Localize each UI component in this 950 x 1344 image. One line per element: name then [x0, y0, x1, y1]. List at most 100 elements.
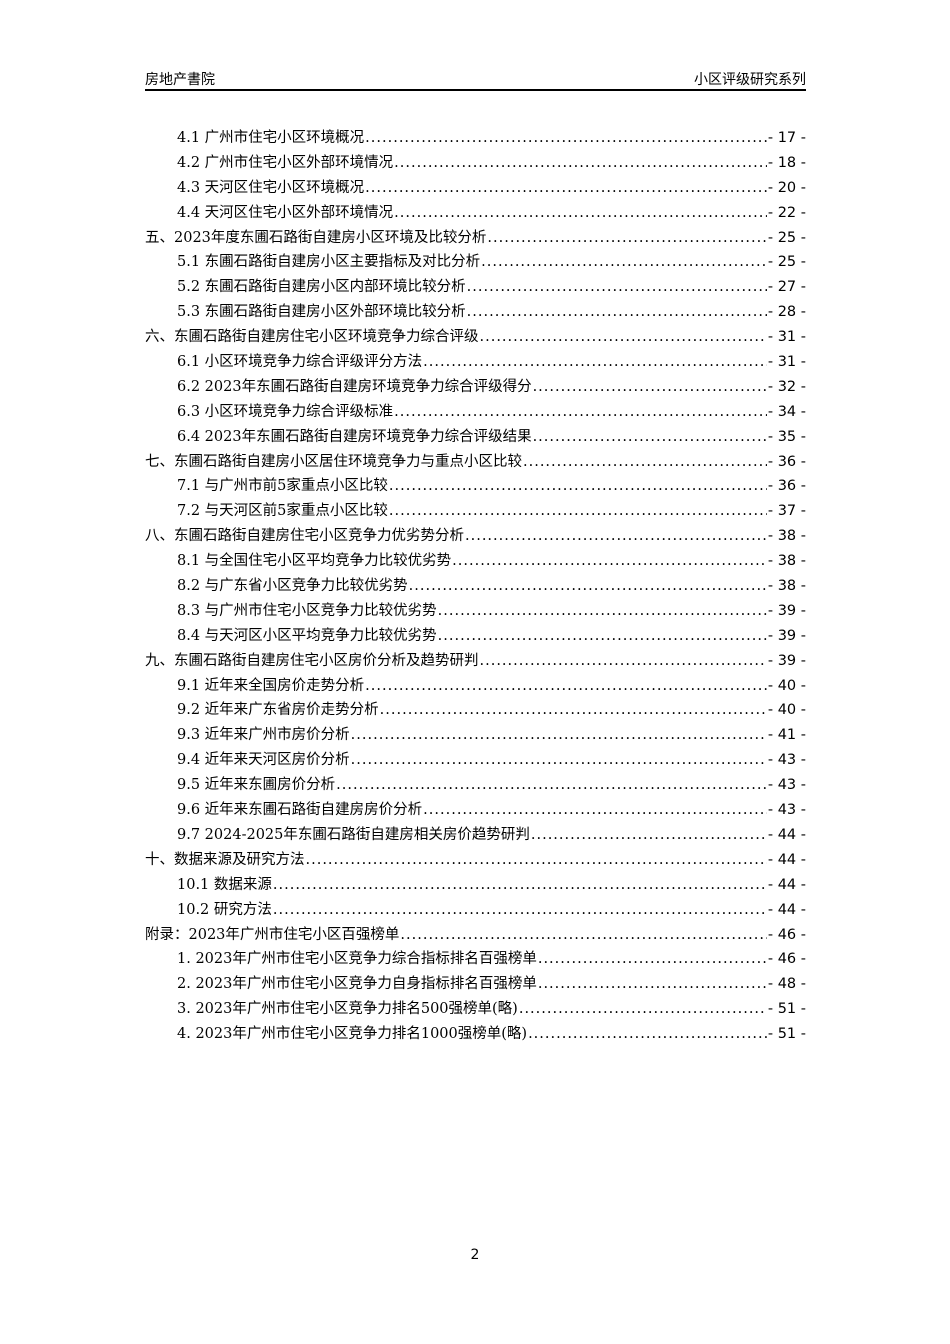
- toc-entry-page: - 39 -: [767, 627, 806, 644]
- toc-entry-title: 8.2 与广东省小区竞争力比较优劣势: [177, 578, 408, 595]
- toc-entry[interactable]: 9.7 2024-2025年东圃石路街自建房相关房价趋势研判 - 44 -: [145, 823, 806, 848]
- dot-leader: [467, 304, 767, 320]
- toc-entry[interactable]: 3. 2023年广州市住宅小区竞争力排名500强榜单(略) - 51 -: [145, 997, 806, 1022]
- dot-leader: [480, 329, 767, 345]
- toc-entry[interactable]: 4.3 天河区住宅小区环境概况 - 20 -: [145, 176, 806, 201]
- toc-entry[interactable]: 4.1 广州市住宅小区环境概况 - 17 -: [145, 126, 806, 151]
- toc-entry[interactable]: 九、东圃石路街自建房住宅小区房价分析及趋势研判 - 39 -: [145, 649, 806, 674]
- toc-entry-page: - 39 -: [767, 602, 806, 619]
- toc-entry[interactable]: 8.2 与广东省小区竞争力比较优劣势 - 38 -: [145, 574, 806, 599]
- toc-entry-title: 4.2 广州市住宅小区外部环境情况: [177, 154, 394, 171]
- toc-entry-page: - 43 -: [767, 777, 806, 794]
- toc-entry-title: 附录：2023年广州市住宅小区百强榜单: [145, 926, 400, 943]
- dot-leader: [528, 1026, 767, 1042]
- toc-entry[interactable]: 8.3 与广州市住宅小区竞争力比较优劣势 - 39 -: [145, 599, 806, 624]
- toc-entry[interactable]: 4.4 天河区住宅小区外部环境情况 - 22 -: [145, 201, 806, 226]
- toc-entry[interactable]: 6.2 2023年东圃石路街自建房环境竞争力综合评级得分 - 32 -: [145, 375, 806, 400]
- dot-leader: [481, 254, 767, 270]
- dot-leader: [365, 678, 767, 694]
- dot-leader: [273, 902, 767, 918]
- toc-entry-title: 10.1 数据来源: [177, 876, 272, 893]
- toc-entry-title: 4.4 天河区住宅小区外部环境情况: [177, 204, 394, 221]
- dot-leader: [394, 155, 767, 171]
- toc-entry[interactable]: 7.2 与天河区前5家重点小区比较 - 37 -: [145, 499, 806, 524]
- page-header: 房地产書院 小区评级研究系列: [145, 67, 806, 91]
- toc-entry-title: 五、2023年度东圃石路街自建房小区环境及比较分析: [145, 229, 487, 246]
- toc-entry[interactable]: 4.2 广州市住宅小区外部环境情况 - 18 -: [145, 151, 806, 176]
- toc-entry[interactable]: 4. 2023年广州市住宅小区竞争力排名1000强榜单(略) - 51 -: [145, 1022, 806, 1047]
- toc-entry-page: - 38 -: [767, 578, 806, 595]
- toc-entry[interactable]: 5.1 东圃石路街自建房小区主要指标及对比分析 - 25 -: [145, 250, 806, 275]
- toc-entry-title: 6.3 小区环境竞争力综合评级标准: [177, 403, 394, 420]
- toc-entry-page: - 35 -: [767, 428, 806, 445]
- toc-entry[interactable]: 5.3 东圃石路街自建房小区外部环境比较分析 - 28 -: [145, 300, 806, 325]
- toc-entry[interactable]: 9.4 近年来天河区房价分析 - 43 -: [145, 748, 806, 773]
- dot-leader: [538, 976, 767, 992]
- dot-leader: [336, 777, 767, 793]
- toc-entry-page: - 18 -: [767, 154, 806, 171]
- toc-entry-title: 9.1 近年来全国房价走势分析: [177, 677, 365, 694]
- toc-entry-page: - 41 -: [767, 727, 806, 744]
- toc-entry-page: - 46 -: [767, 951, 806, 968]
- dot-leader: [394, 404, 767, 420]
- header-right: 小区评级研究系列: [694, 72, 806, 88]
- toc-entry-page: - 37 -: [767, 503, 806, 520]
- toc-entry-page: - 28 -: [767, 304, 806, 321]
- dot-leader: [306, 852, 767, 868]
- dot-leader: [438, 628, 767, 644]
- toc-entry-page: - 43 -: [767, 752, 806, 769]
- toc-entry[interactable]: 八、东圃石路街自建房住宅小区竞争力优劣势分析 - 38 -: [145, 524, 806, 549]
- toc-entry-title: 十、数据来源及研究方法: [145, 851, 305, 868]
- toc-entry[interactable]: 1. 2023年广州市住宅小区竞争力综合指标排名百强榜单 - 46 -: [145, 947, 806, 972]
- dot-leader: [519, 1001, 767, 1017]
- dot-leader: [531, 827, 767, 843]
- toc-entry[interactable]: 6.4 2023年东圃石路街自建房环境竞争力综合评级结果 - 35 -: [145, 425, 806, 450]
- toc-entry-page: - 17 -: [767, 130, 806, 146]
- toc-entry[interactable]: 9.5 近年来东圃房价分析 - 43 -: [145, 773, 806, 798]
- toc-entry-title: 六、东圃石路街自建房住宅小区环境竞争力综合评级: [145, 329, 479, 346]
- toc-entry-page: - 44 -: [767, 901, 806, 918]
- toc-entry-title: 5.2 东圃石路街自建房小区内部环境比较分析: [177, 279, 466, 296]
- toc-entry-title: 4. 2023年广州市住宅小区竞争力排名1000强榜单(略): [177, 1026, 528, 1043]
- toc-entry-page: - 39 -: [767, 652, 806, 669]
- toc-entry-page: - 22 -: [767, 204, 806, 221]
- toc-entry[interactable]: 9.6 近年来东圃石路街自建房房价分析 - 43 -: [145, 798, 806, 823]
- toc-entry[interactable]: 10.1 数据来源 - 44 -: [145, 873, 806, 898]
- toc-entry[interactable]: 9.1 近年来全国房价走势分析 - 40 -: [145, 674, 806, 699]
- toc-entry[interactable]: 8.4 与天河区小区平均竞争力比较优劣势 - 39 -: [145, 624, 806, 649]
- toc-entry[interactable]: 10.2 研究方法 - 44 -: [145, 898, 806, 923]
- dot-leader: [438, 603, 767, 619]
- toc-entry[interactable]: 7.1 与广州市前5家重点小区比较 - 36 -: [145, 474, 806, 499]
- toc-entry-page: - 34 -: [767, 403, 806, 420]
- toc-entry[interactable]: 6.1 小区环境竞争力综合评级评分方法 - 31 -: [145, 350, 806, 375]
- toc-entry-page: - 25 -: [767, 229, 806, 246]
- toc-entry[interactable]: 9.2 近年来广东省房价走势分析 - 40 -: [145, 698, 806, 723]
- toc-entry-page: - 40 -: [767, 702, 806, 719]
- dot-leader: [351, 727, 767, 743]
- toc-entry-title: 9.2 近年来广东省房价走势分析: [177, 702, 379, 719]
- toc-entry-title: 七、东圃石路街自建房小区居住环境竞争力与重点小区比较: [145, 453, 522, 470]
- dot-leader: [533, 379, 767, 395]
- table-of-contents: 4.1 广州市住宅小区环境概况 - 17 - 4.2 广州市住宅小区外部环境情况 - …: [145, 126, 806, 1047]
- toc-entry[interactable]: 六、东圃石路街自建房住宅小区环境竞争力综合评级 - 31 -: [145, 325, 806, 350]
- toc-entry[interactable]: 9.3 近年来广州市房价分析 - 41 -: [145, 723, 806, 748]
- toc-entry[interactable]: 七、东圃石路街自建房小区居住环境竞争力与重点小区比较 - 36 -: [145, 450, 806, 475]
- toc-entry[interactable]: 5.2 东圃石路街自建房小区内部环境比较分析 - 27 -: [145, 275, 806, 300]
- toc-entry[interactable]: 附录：2023年广州市住宅小区百强榜单 - 46 -: [145, 923, 806, 948]
- toc-entry[interactable]: 2. 2023年广州市住宅小区竞争力自身指标排名百强榜单 - 48 -: [145, 972, 806, 997]
- toc-entry[interactable]: 十、数据来源及研究方法 - 44 -: [145, 848, 806, 873]
- toc-entry-title: 7.2 与天河区前5家重点小区比较: [177, 503, 388, 520]
- toc-entry-title: 3. 2023年广州市住宅小区竞争力排名500强榜单(略): [177, 1001, 518, 1018]
- toc-entry-page: - 48 -: [767, 976, 806, 993]
- toc-entry-page: - 51 -: [767, 1001, 806, 1018]
- toc-entry-title: 8.1 与全国住宅小区平均竞争力比较优劣势: [177, 553, 452, 570]
- toc-entry[interactable]: 五、2023年度东圃石路街自建房小区环境及比较分析 - 25 -: [145, 226, 806, 251]
- toc-entry-page: - 31 -: [767, 329, 806, 346]
- toc-entry-page: - 43 -: [767, 802, 806, 819]
- toc-entry[interactable]: 8.1 与全国住宅小区平均竞争力比较优劣势 - 38 -: [145, 549, 806, 574]
- dot-leader: [465, 528, 767, 544]
- toc-entry-page: - 27 -: [767, 279, 806, 296]
- toc-entry-title: 6.1 小区环境竞争力综合评级评分方法: [177, 354, 423, 371]
- toc-entry[interactable]: 6.3 小区环境竞争力综合评级标准 - 34 -: [145, 400, 806, 425]
- toc-entry-title: 2. 2023年广州市住宅小区竞争力自身指标排名百强榜单: [177, 976, 537, 993]
